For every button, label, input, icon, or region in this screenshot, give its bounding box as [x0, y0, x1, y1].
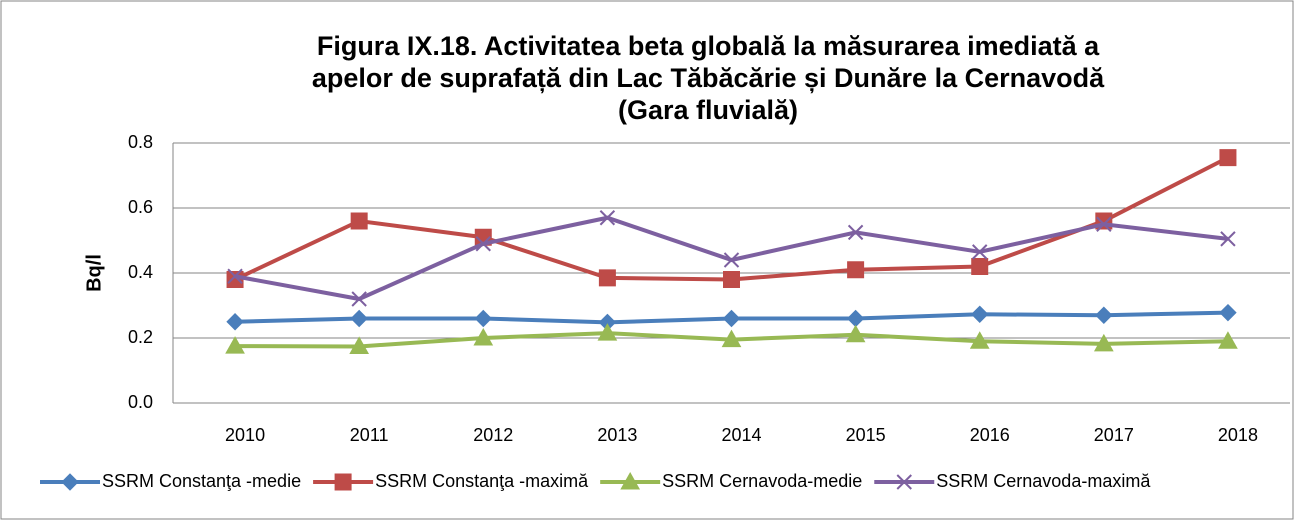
x-tick-label: 2016: [970, 425, 1010, 445]
marker: [226, 271, 244, 288]
x-tick-label: 2018: [1218, 425, 1258, 445]
x-tick-label: 2010: [225, 425, 265, 445]
x-tick-label: 2017: [1094, 425, 1134, 445]
y-tick-label: 0.8: [128, 132, 153, 152]
legend-marker: [896, 474, 912, 490]
marker: [845, 324, 866, 343]
marker: [350, 212, 368, 230]
marker: [723, 252, 740, 268]
x-tick-label: 2011: [350, 425, 389, 445]
marker: [969, 331, 990, 349]
y-tick-label: 0.0: [128, 392, 153, 412]
marker: [350, 309, 368, 328]
marker: [597, 323, 618, 341]
legend-label: SSRM Constanţa -medie: [102, 471, 301, 491]
y-tick-label: 0.2: [128, 327, 153, 347]
marker: [349, 336, 370, 354]
legend-label: SSRM Constanţa -maximă: [375, 471, 589, 491]
x-tick-label: 2015: [846, 425, 886, 445]
marker: [971, 305, 989, 323]
marker: [847, 224, 864, 241]
marker: [723, 271, 740, 288]
marker: [475, 236, 491, 252]
legend-marker: [620, 471, 641, 490]
x-tick-label: 2012: [473, 425, 513, 445]
marker: [971, 258, 989, 275]
x-tick-label: 2014: [721, 425, 761, 445]
x-tick-label: 2013: [597, 425, 637, 445]
legend-label: SSRM Cernavoda-maximă: [936, 471, 1151, 491]
marker: [722, 309, 741, 328]
marker: [473, 327, 494, 346]
marker: [721, 329, 742, 348]
marker: [1096, 216, 1112, 232]
marker: [847, 261, 865, 279]
marker: [972, 244, 988, 260]
chart-title: (Gara fluvială): [618, 95, 798, 125]
chart-title: Figura IX.18. Activitatea beta globală l…: [317, 31, 1100, 61]
marker: [1219, 149, 1237, 167]
marker: [1220, 231, 1236, 247]
legend-marker: [334, 473, 352, 491]
marker: [599, 210, 616, 226]
y-axis-label: Bq/l: [83, 254, 105, 292]
y-tick-label: 0.6: [128, 197, 153, 217]
chart-title: apelor de suprafață din Lac Tăbăcărie și…: [312, 63, 1105, 93]
marker: [226, 313, 244, 331]
marker: [1093, 333, 1114, 352]
marker: [351, 291, 367, 307]
legend-marker: [61, 473, 79, 491]
marker: [474, 309, 492, 328]
y-tick-label: 0.4: [128, 262, 153, 282]
marker: [225, 336, 245, 354]
marker: [1218, 331, 1238, 349]
marker: [227, 268, 243, 284]
marker: [1095, 306, 1113, 324]
marker: [598, 269, 616, 287]
legend-label: SSRM Cernavoda-medie: [662, 471, 862, 491]
marker: [1219, 303, 1237, 322]
